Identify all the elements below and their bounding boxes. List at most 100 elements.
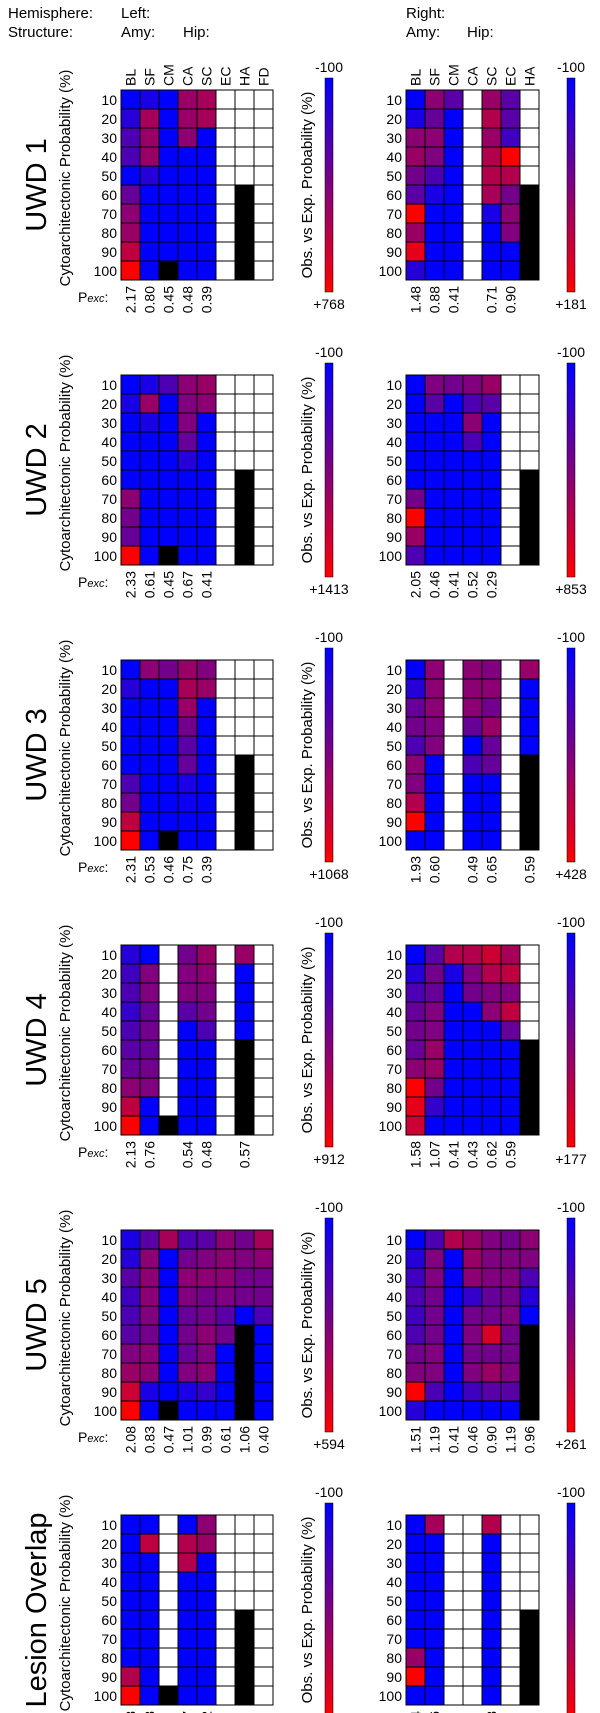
left-heatmap-cell (196, 678, 217, 699)
left-heatmap-cell (139, 1039, 160, 1060)
left-heatmap-cell (139, 146, 160, 167)
right-heatmap-cell (500, 1286, 521, 1307)
right-heatmap-cell (462, 1666, 483, 1687)
left-heatmap-cell (253, 1096, 274, 1117)
right-heatmap-cell (519, 773, 540, 794)
right-heatmap-cell (500, 1229, 521, 1250)
left-heatmap-cell (253, 659, 274, 680)
right-colorbar (566, 77, 576, 293)
right-heatmap-cell (500, 393, 521, 414)
right-heatmap-cell (462, 1609, 483, 1630)
left-row-label: 100 (94, 1118, 118, 1134)
right-heatmap-cell (424, 1096, 445, 1117)
right-heatmap-cell (462, 1039, 483, 1060)
right-heatmap-cell (443, 431, 464, 452)
right-heatmap-cell (500, 1647, 521, 1668)
left-heatmap-cell (253, 260, 274, 281)
left-pexc-value: 2.33 (123, 571, 139, 598)
left-heatmap-cell (139, 963, 160, 984)
right-row-label: 70 (386, 206, 402, 222)
left-row-label: 90 (101, 1669, 117, 1685)
right-heatmap-cell (443, 127, 464, 148)
right-heatmap-cell (405, 678, 426, 699)
left-heatmap-cell (139, 507, 160, 528)
left-heatmap-cell (177, 1609, 198, 1630)
left-heatmap-cell (120, 241, 141, 262)
left-row-label: 70 (101, 1346, 117, 1362)
left-heatmap-cell (158, 1628, 179, 1649)
left-heatmap-cell (196, 697, 217, 718)
left-row-label: 40 (101, 1004, 117, 1020)
right-heatmap-cell (462, 127, 483, 148)
right-heatmap-cell (519, 1229, 540, 1250)
right-row-label: 100 (379, 1688, 403, 1704)
right-heatmap-cell (462, 830, 483, 851)
left-heatmap-cell (139, 1096, 160, 1117)
left-heatmap-cell (253, 1533, 274, 1554)
right-row-label: 90 (386, 1384, 402, 1400)
pexc-label: Pexc: (78, 289, 108, 305)
left-heatmap-cell (215, 1039, 236, 1060)
right-row-label: 20 (386, 111, 402, 127)
left-heatmap-cell (215, 450, 236, 471)
right-heatmap-cell (519, 1400, 540, 1421)
right-heatmap-cell (424, 1305, 445, 1326)
right-heatmap-cell (500, 1381, 521, 1402)
right-heatmap-cell (443, 1647, 464, 1668)
left-heatmap-cell (120, 488, 141, 509)
left-heatmap-cell (215, 469, 236, 490)
left-heatmap-cell (158, 697, 179, 718)
left-heatmap-cell (253, 241, 274, 262)
right-heatmap-cell (519, 108, 540, 129)
right-heatmap-cell (481, 1609, 502, 1630)
left-heatmap-cell (234, 374, 255, 395)
left-row-label: 40 (101, 1574, 117, 1590)
left-heatmap-cell (139, 1229, 160, 1250)
left-heatmap-cell (234, 830, 255, 851)
left-heatmap-cell (196, 184, 217, 205)
left-heatmap-cell (139, 982, 160, 1003)
right-heatmap-cell (462, 1267, 483, 1288)
right-heatmap-cell (481, 507, 502, 528)
right-heatmap-cell (500, 488, 521, 509)
left-heatmap-cell (139, 697, 160, 718)
right-row-label: 20 (386, 1251, 402, 1267)
right-heatmap-cell (405, 89, 426, 110)
right-heatmap-cell (443, 526, 464, 547)
left-column-label: CM (161, 64, 177, 86)
right-row-label: 90 (386, 814, 402, 830)
right-colorbar (566, 1502, 576, 1713)
right-heatmap-cell (405, 241, 426, 262)
right-heatmap-cell (519, 1058, 540, 1079)
left-heatmap-cell (158, 469, 179, 490)
right-heatmap-cell (481, 830, 502, 851)
left-heatmap-cell (196, 1077, 217, 1098)
right-heatmap-cell (443, 1248, 464, 1269)
right-heatmap-cell (519, 754, 540, 775)
left-heatmap-cell (120, 1020, 141, 1041)
left-heatmap-cell (158, 222, 179, 243)
left-heatmap-cell (139, 431, 160, 452)
left-row-label: 50 (101, 738, 117, 754)
right-row-label: 40 (386, 434, 402, 450)
left-heatmap-cell (234, 659, 255, 680)
left-heatmap-cell (120, 431, 141, 452)
right-heatmap-cell (462, 697, 483, 718)
left-heatmap-cell (234, 678, 255, 699)
right-heatmap-cell (462, 222, 483, 243)
left-heatmap-cell (253, 1058, 274, 1079)
left-row-label: 90 (101, 1099, 117, 1115)
left-heatmap-cell (253, 1115, 274, 1136)
left-heatmap-cell (253, 222, 274, 243)
left-heatmap-cell (215, 412, 236, 433)
left-heatmap-cell (177, 944, 198, 965)
right-heatmap-cell (424, 469, 445, 490)
right-heatmap-cell (443, 716, 464, 737)
right-heatmap-cell (500, 697, 521, 718)
left-row-label: 70 (101, 1061, 117, 1077)
panel-title: UWD 4 (21, 993, 53, 1086)
right-heatmap-cell (443, 1571, 464, 1592)
right-heatmap-cell (405, 963, 426, 984)
left-heatmap-cell (196, 659, 217, 680)
right-row-label: 70 (386, 491, 402, 507)
